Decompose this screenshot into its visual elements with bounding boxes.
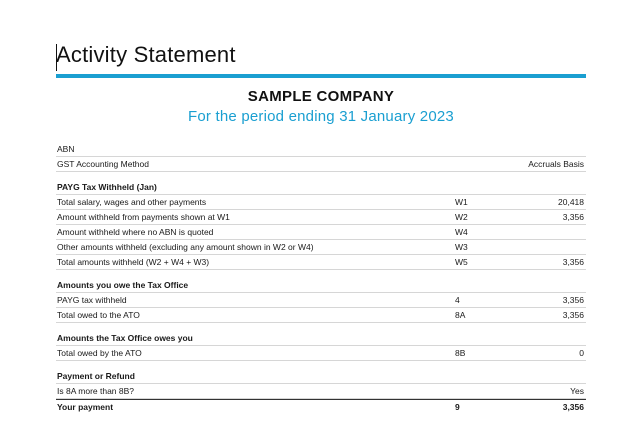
row-label: ABN [57, 144, 75, 154]
row-code: W2 [455, 212, 468, 222]
row-value: 3,356 [562, 310, 584, 320]
section-heading-label: Amounts the Tax Office owes you [57, 333, 193, 343]
row-label: Total amounts withheld (W2 + W4 + W3) [57, 257, 210, 267]
row-code: W3 [455, 242, 468, 252]
section-gap [56, 361, 586, 369]
document-title: Activity Statement [56, 42, 236, 67]
table-row-abn: ABN [56, 142, 586, 157]
section-heading-label: PAYG Tax Withheld (Jan) [57, 182, 157, 192]
text-cursor [56, 44, 57, 71]
table-row: PAYG tax withheld 4 3,356 [56, 293, 586, 308]
section-heading-label: Amounts you owe the Tax Office [57, 280, 189, 290]
row-label: Total owed by the ATO [57, 348, 142, 358]
row-value: 20,418 [558, 197, 584, 207]
table-row-total: Your payment 9 3,356 [56, 399, 586, 414]
row-value: 3,356 [562, 257, 584, 267]
section-heading-label: Payment or Refund [57, 371, 135, 381]
table-row: Other amounts withheld (excluding any am… [56, 240, 586, 255]
row-value: Yes [570, 386, 584, 396]
company-name: SAMPLE COMPANY [247, 88, 395, 105]
section-gap [56, 270, 586, 278]
table-row: Total salary, wages and other payments W… [56, 195, 586, 210]
row-code: W1 [455, 197, 468, 207]
section-gap [56, 323, 586, 331]
row-code: W4 [455, 227, 468, 237]
section-heading-owe: Amounts you owe the Tax Office [56, 278, 586, 293]
row-label: Amount withheld from payments shown at W… [57, 212, 230, 222]
row-value: 3,356 [562, 212, 584, 222]
table-row-gst-method: GST Accounting Method Accruals Basis [56, 157, 586, 172]
row-label: Total salary, wages and other payments [57, 197, 207, 207]
table-row: Amount withheld from payments shown at W… [56, 210, 586, 225]
row-value: Accruals Basis [528, 159, 584, 169]
table-row: Is 8A more than 8B? Yes [56, 384, 586, 399]
table-row: Total owed to the ATO 8A 3,356 [56, 308, 586, 323]
total-code: 9 [455, 402, 460, 412]
period-subtitle: For the period ending 31 January 2023 [188, 108, 454, 125]
row-label: Total owed to the ATO [57, 310, 140, 320]
total-value: 3,356 [562, 402, 584, 412]
row-value: 0 [579, 348, 584, 358]
row-value: 3,356 [562, 295, 584, 305]
row-label: Other amounts withheld (excluding any am… [57, 242, 314, 252]
row-label: GST Accounting Method [57, 159, 149, 169]
section-heading-payg: PAYG Tax Withheld (Jan) [56, 180, 586, 195]
row-label: PAYG tax withheld [57, 295, 127, 305]
row-code: W5 [455, 257, 468, 267]
table-row: Amount withheld where no ABN is quoted W… [56, 225, 586, 240]
row-code: 8B [455, 348, 466, 358]
section-gap [56, 172, 586, 180]
row-label: Amount withheld where no ABN is quoted [57, 227, 214, 237]
statement-table: ABN GST Accounting Method Accruals Basis… [56, 142, 586, 414]
table-row: Total amounts withheld (W2 + W4 + W3) W5… [56, 255, 586, 270]
table-row: Total owed by the ATO 8B 0 [56, 346, 586, 361]
row-label: Is 8A more than 8B? [57, 386, 135, 396]
section-heading-owes-you: Amounts the Tax Office owes you [56, 331, 586, 346]
row-code: 4 [455, 295, 460, 305]
row-code: 8A [455, 310, 466, 320]
section-heading-payment-refund: Payment or Refund [56, 369, 586, 384]
title-divider [56, 74, 586, 78]
total-label: Your payment [57, 402, 114, 412]
